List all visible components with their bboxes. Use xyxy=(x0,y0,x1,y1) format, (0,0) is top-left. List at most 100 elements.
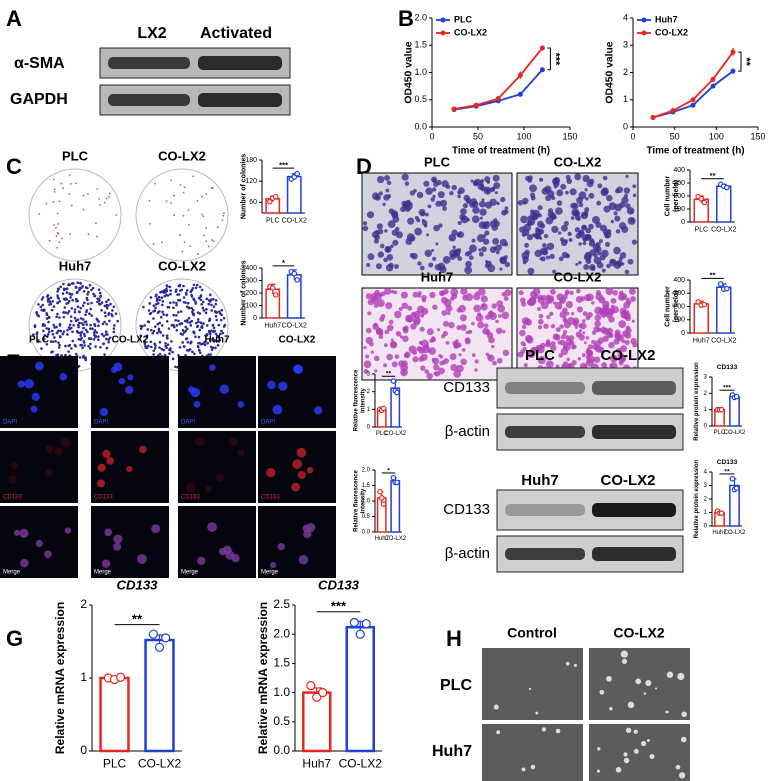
channel-label: CD133 xyxy=(181,495,200,501)
colony xyxy=(83,301,86,304)
row-label: β-actin xyxy=(445,423,490,440)
cell xyxy=(602,300,610,309)
sphere xyxy=(541,727,547,732)
cell xyxy=(471,238,476,243)
legend-marker xyxy=(641,30,647,36)
colony xyxy=(70,204,73,207)
cell xyxy=(601,350,605,354)
colony xyxy=(96,188,99,190)
y-tick-label: 300 xyxy=(673,180,685,187)
colony xyxy=(90,314,94,317)
colony xyxy=(175,324,179,327)
colony xyxy=(68,174,71,176)
colony xyxy=(103,201,106,204)
cell xyxy=(376,175,385,184)
cell xyxy=(557,340,562,345)
replicate-point xyxy=(733,485,740,492)
colony xyxy=(78,286,82,290)
colony xyxy=(196,345,200,349)
point xyxy=(451,106,457,112)
replicate-point xyxy=(349,617,359,628)
channel-label: CD133 xyxy=(94,495,113,501)
cell xyxy=(517,199,524,206)
colony xyxy=(160,290,163,294)
y-tick-label: 2 xyxy=(704,497,708,503)
cell xyxy=(35,539,43,548)
colony xyxy=(163,353,167,357)
cell xyxy=(373,238,379,244)
y-axis-label: Number of colonies xyxy=(241,260,248,325)
colony xyxy=(66,301,70,305)
cell xyxy=(383,257,388,263)
sphere xyxy=(633,748,639,754)
cell xyxy=(457,194,462,199)
colony xyxy=(202,322,205,326)
colony xyxy=(214,332,218,336)
cell xyxy=(54,447,63,456)
cell xyxy=(479,208,487,216)
cell xyxy=(585,227,592,234)
colony xyxy=(194,302,198,305)
colony xyxy=(114,312,118,316)
cell xyxy=(625,203,631,209)
cell xyxy=(478,288,486,296)
cell xyxy=(485,220,490,225)
colony xyxy=(165,334,169,337)
colony xyxy=(88,347,92,350)
colony xyxy=(51,332,55,336)
cell xyxy=(413,189,417,193)
cell xyxy=(314,406,323,415)
cell xyxy=(612,290,618,296)
colony xyxy=(52,200,55,203)
y-axis-label: (per field) xyxy=(673,180,680,212)
cell xyxy=(521,324,527,330)
cell xyxy=(615,188,620,194)
cell xyxy=(606,331,613,338)
y-tick-label: 180 xyxy=(245,157,257,164)
cell xyxy=(615,229,621,234)
cell xyxy=(471,215,480,224)
y-tick-label: 400 xyxy=(245,265,257,272)
cell xyxy=(405,238,413,245)
y-tick-label: 0.0 xyxy=(273,743,290,757)
replicate-point xyxy=(312,692,322,702)
cell xyxy=(402,335,409,343)
cell xyxy=(432,194,436,199)
cell xyxy=(482,238,490,245)
colony xyxy=(184,301,187,304)
cell xyxy=(625,174,629,178)
cell xyxy=(442,256,451,264)
colony xyxy=(77,337,81,341)
cell xyxy=(563,239,568,244)
panel-letter: A xyxy=(6,6,22,31)
x-tick-label: 150 xyxy=(750,131,765,141)
point xyxy=(690,97,696,103)
cell xyxy=(524,242,529,248)
colony xyxy=(160,241,163,244)
colony xyxy=(187,306,191,310)
cell xyxy=(539,177,544,182)
y-tick-label: 0 xyxy=(681,219,685,226)
cell xyxy=(429,291,436,299)
column-label: LX2 xyxy=(137,25,166,42)
colony xyxy=(82,332,86,336)
sphere xyxy=(675,764,681,770)
cell xyxy=(596,200,602,206)
replicate-point xyxy=(695,299,701,305)
legend-label: Huh7 xyxy=(655,14,678,24)
colony xyxy=(197,348,201,352)
colony xyxy=(140,325,144,328)
colony xyxy=(107,313,110,316)
cell xyxy=(418,340,423,345)
cell xyxy=(205,485,212,493)
point xyxy=(517,91,523,97)
y-axis-label: (per field) xyxy=(673,291,680,323)
colony xyxy=(45,335,49,338)
colony xyxy=(166,305,170,309)
cell xyxy=(481,246,487,253)
colony xyxy=(155,299,159,303)
cell xyxy=(386,324,394,332)
cell xyxy=(586,349,593,356)
channel-label: Merge xyxy=(3,570,21,576)
cell xyxy=(529,212,538,220)
